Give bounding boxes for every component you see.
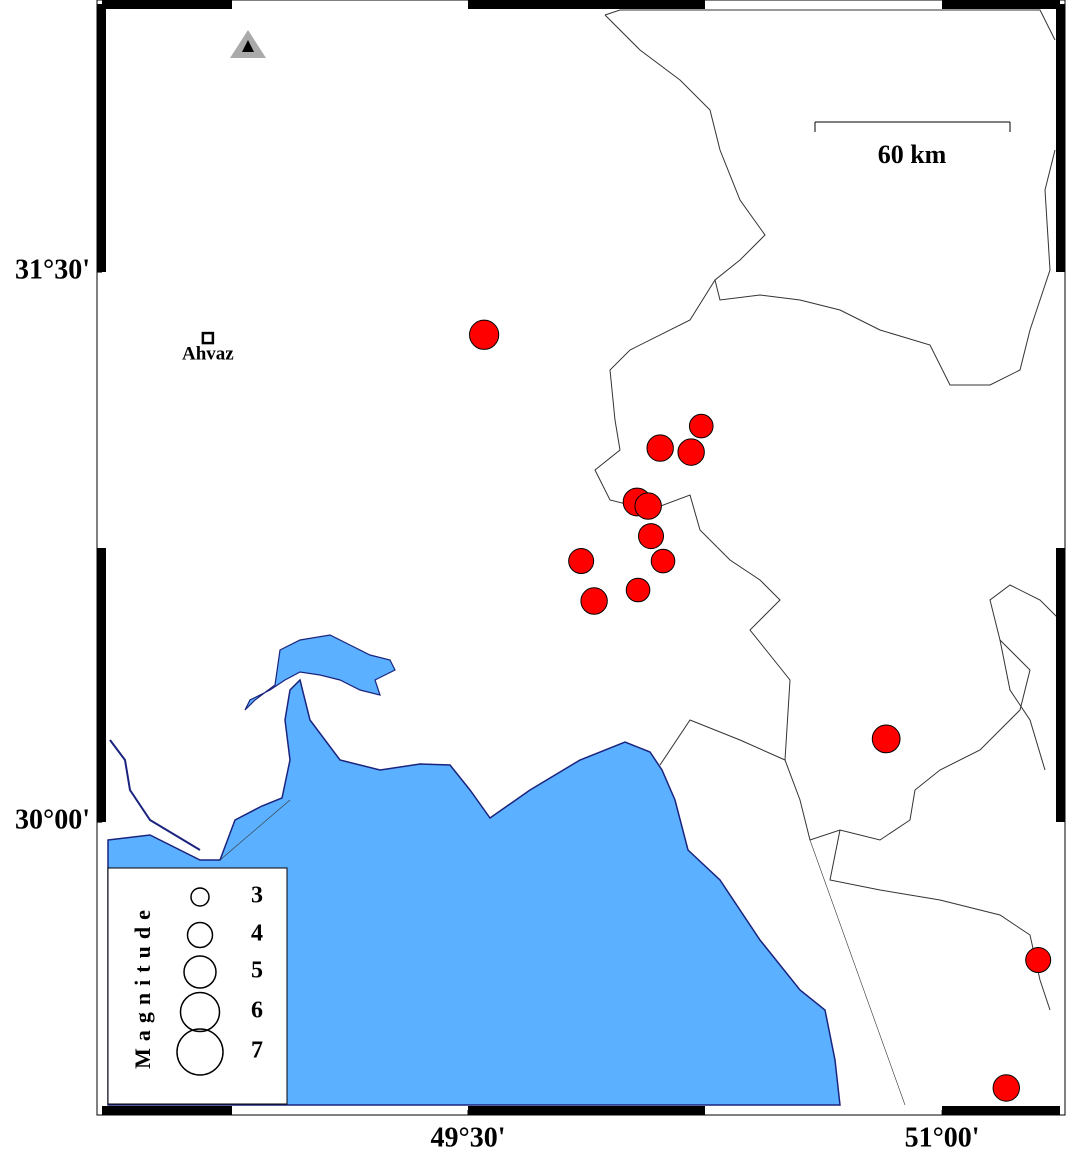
legend-label: 5	[251, 958, 263, 984]
sea	[107, 678, 841, 1106]
legend-circle	[190, 887, 210, 907]
y-tick-label: 31°30'	[15, 254, 90, 285]
legend-circle	[186, 921, 214, 949]
station-triangle-inner	[242, 40, 254, 52]
x-tick-label: 49°30'	[431, 1122, 506, 1153]
legend-label: 6	[251, 998, 263, 1024]
earthquake	[650, 548, 676, 574]
earthquake	[568, 548, 595, 575]
estuary	[244, 634, 396, 711]
earthquake	[1025, 947, 1052, 974]
earthquake	[580, 587, 608, 615]
earthquake	[625, 577, 651, 603]
river	[109, 739, 201, 851]
city-label: Ahvaz	[182, 343, 234, 364]
scale-bar	[814, 121, 1011, 132]
y-tick-label: 30°00'	[15, 805, 90, 836]
legend-circle	[179, 991, 221, 1033]
x-tick-label: 51°00'	[905, 1122, 980, 1153]
scale-label: 60 km	[878, 140, 947, 169]
earthquake	[871, 724, 901, 754]
earthquake	[469, 319, 500, 350]
legend-circle	[176, 1028, 224, 1076]
earthquake	[992, 1074, 1020, 1102]
legend: Magnitude 3 4 5 6 7	[107, 867, 288, 1105]
legend-label: 3	[251, 883, 263, 909]
legend-title: Magnitude	[130, 903, 155, 1069]
frame	[96, 0, 1066, 1116]
earthquake	[634, 492, 662, 520]
earthquake	[646, 434, 674, 462]
legend-circle	[183, 955, 217, 989]
city-marker	[201, 331, 215, 345]
earthquake	[638, 523, 665, 550]
legend-label: 4	[251, 921, 263, 947]
legend-label: 7	[251, 1038, 263, 1064]
earthquake	[677, 438, 705, 466]
earthquake	[688, 413, 714, 439]
